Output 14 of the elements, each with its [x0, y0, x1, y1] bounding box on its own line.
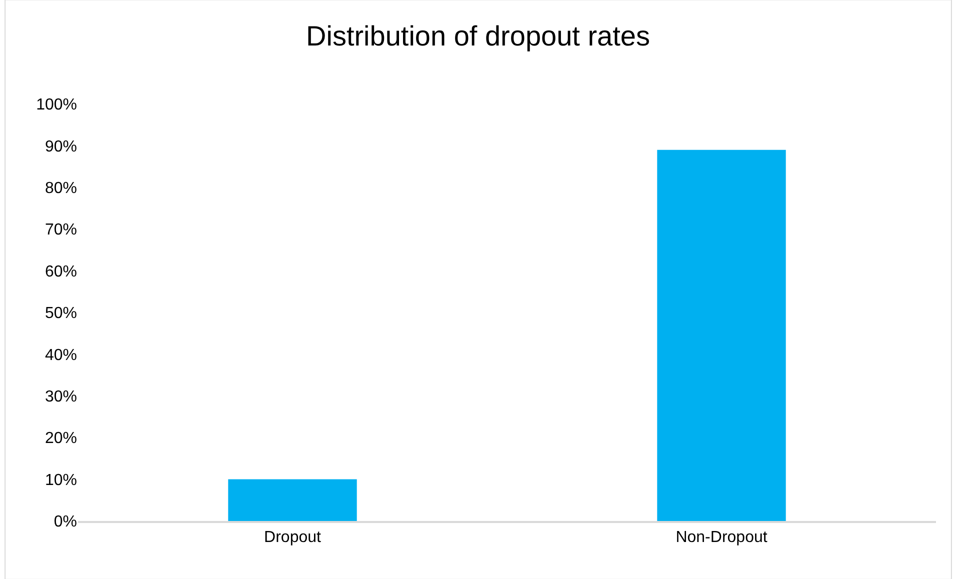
- y-tick-label: 30%: [44, 388, 77, 406]
- y-tick-label: 60%: [44, 263, 77, 280]
- y-tick-label: 90%: [44, 138, 77, 156]
- y-tick-label: 0%: [54, 514, 77, 531]
- y-tick-label: 80%: [44, 180, 77, 197]
- y-tick-label: 40%: [44, 346, 77, 364]
- y-tick-label: 10%: [44, 472, 77, 489]
- x-tick-label: Non-Dropout: [676, 528, 768, 546]
- y-tick-label: 70%: [44, 222, 77, 239]
- y-tick-label: 20%: [44, 430, 77, 448]
- chart-title: Distribution of dropout rates: [306, 20, 650, 52]
- y-tick-label: 100%: [36, 96, 77, 114]
- x-tick-label: Dropout: [264, 528, 322, 546]
- y-tick-label: 50%: [44, 305, 77, 322]
